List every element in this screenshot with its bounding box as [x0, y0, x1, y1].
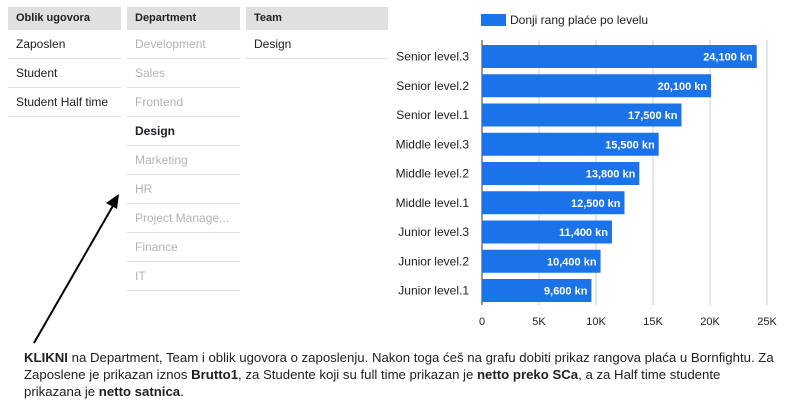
filter-department-item-sales[interactable]: Sales [127, 59, 240, 88]
filter-department-item-project-management[interactable]: Project Manage... [127, 204, 240, 233]
data-label: 13,800 kn [586, 169, 636, 181]
legend-swatch [481, 14, 506, 26]
category-label: Senior level.1 [396, 108, 469, 122]
bar [482, 162, 640, 185]
data-label: 10,400 kn [547, 256, 597, 268]
note-text-3: , a za Half time studente prikazana je [24, 367, 721, 399]
filter-department-item-hr[interactable]: HR [127, 175, 240, 204]
data-label: 15,500 kn [605, 139, 655, 151]
filter-team-item-design[interactable]: Design [246, 30, 388, 59]
chart-legend: Donji rang plaće po levelu [481, 13, 648, 27]
note-brutto1: Brutto1 [191, 367, 239, 382]
category-label: Middle level.1 [396, 196, 470, 210]
filter-team-header: Team [246, 7, 388, 30]
filter-oblik-ugovora: Oblik ugovora Zaposlen Student Student H… [8, 7, 121, 117]
data-label: 11,400 kn [559, 227, 608, 239]
data-label: 24,100 kn [703, 52, 753, 64]
filter-department-item-design[interactable]: Design [127, 117, 240, 146]
instruction-note: KLIKNI na Department, Team i oblik ugovo… [24, 349, 779, 400]
arrow-shaft [33, 203, 115, 344]
x-tick-label: 25K [757, 316, 777, 328]
x-tick-label: 15K [643, 316, 663, 328]
category-label: Senior level.2 [396, 79, 469, 93]
bar [482, 191, 625, 215]
x-tick-label: 20K [700, 316, 720, 328]
bar [482, 220, 612, 244]
filter-department-item-finance[interactable]: Finance [127, 233, 240, 262]
note-netto-sc: netto preko SCa [477, 367, 579, 382]
filter-oblik-ugovora-header: Oblik ugovora [8, 7, 121, 30]
filter-oblik-item-student[interactable]: Student [8, 59, 121, 88]
bar [482, 74, 712, 98]
category-label: Middle level.3 [396, 137, 470, 151]
data-label: 12,500 kn [571, 198, 621, 210]
note-netto-satnica: netto satnica [98, 384, 181, 399]
category-label: Junior level.3 [398, 225, 469, 239]
category-label: Senior level.3 [396, 50, 469, 64]
legend-label: Donji rang plaće po levelu [510, 13, 648, 27]
bar [482, 45, 757, 68]
x-tick-label: 0 [479, 316, 485, 328]
arrow-head [106, 194, 119, 209]
bar [482, 249, 601, 273]
filter-department-item-frontend[interactable]: Frontend [127, 88, 240, 117]
category-label: Middle level.2 [396, 167, 470, 181]
x-tick-label: 5K [532, 316, 546, 328]
data-label: 9,600 kn [544, 286, 588, 298]
filter-department-item-development[interactable]: Development [127, 30, 240, 59]
chart-bars [482, 45, 757, 302]
filter-team: Team Design [246, 7, 388, 59]
note-text-1: na Department, Team i oblik ugovora o za… [24, 350, 774, 382]
note-text-4: . [180, 384, 184, 399]
filter-department: Department Development Sales Frontend De… [127, 7, 240, 291]
bar [482, 279, 592, 302]
bar [482, 103, 682, 127]
data-label: 20,100 kn [658, 81, 708, 93]
note-klikni: KLIKNI [24, 350, 68, 365]
note-text-2: , za Studente koji su full time prikazan… [238, 367, 477, 382]
x-tick-label: 10K [586, 316, 606, 328]
category-label: Junior level.2 [398, 254, 469, 268]
category-label: Junior level.1 [398, 284, 469, 298]
filter-oblik-item-student-half-time[interactable]: Student Half time [8, 88, 121, 117]
annotation-arrow [33, 194, 119, 344]
filter-oblik-item-zaposlen[interactable]: Zaposlen [8, 30, 121, 59]
filter-department-item-it[interactable]: IT [127, 262, 240, 291]
data-label: 17,500 kn [628, 110, 678, 122]
filter-department-item-marketing[interactable]: Marketing [127, 146, 240, 175]
filter-department-header: Department [127, 7, 240, 30]
chart-labels: 0 5K 10K 15K 20K 25K Senior level.3 24,100 kn Se… [396, 50, 778, 329]
bar [482, 132, 659, 156]
